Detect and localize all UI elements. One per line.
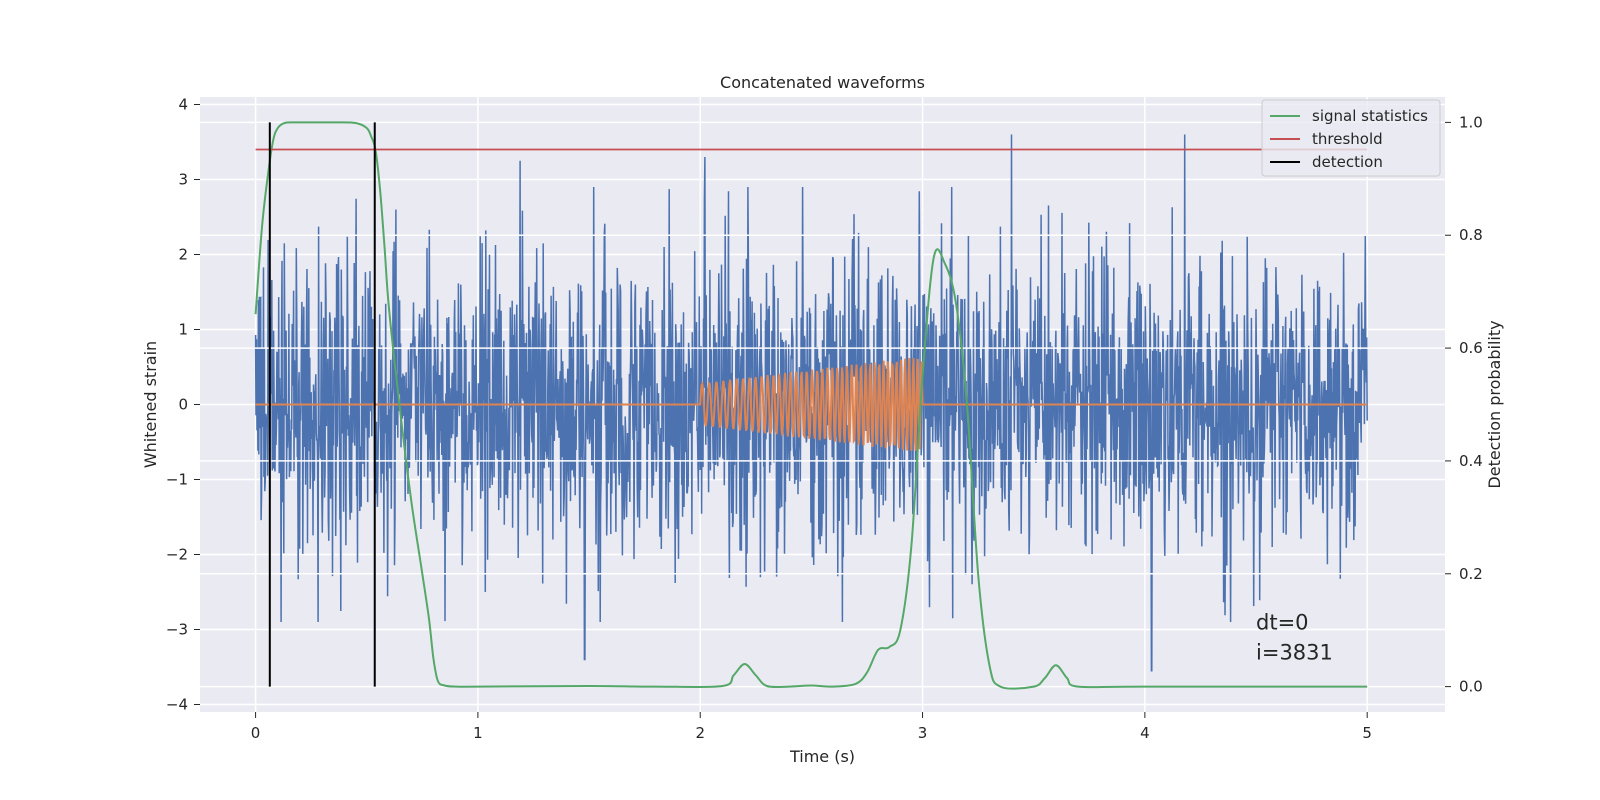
y-tick-label: 3 (178, 171, 188, 189)
series-signal-statistics (254, 121, 1368, 690)
x-tick-label: 5 (1362, 724, 1372, 742)
x-tick-label: 0 (251, 724, 261, 742)
legend: signal statistics threshold detection (1261, 99, 1441, 177)
series-detection (268, 122, 376, 687)
x-axis-label: Time (s) (789, 747, 855, 766)
legend-label-detection: detection (1312, 153, 1383, 171)
y-axis-label: Whitened strain (141, 341, 160, 468)
annotation-index: i=3831 (1256, 641, 1333, 665)
legend-label-signal-statistics: signal statistics (1312, 107, 1428, 125)
chart-title: Concatenated waveforms (720, 73, 925, 92)
y-axis-ticks: −4 −3 −2 −1 0 1 2 3 4 (166, 96, 200, 714)
x-tick-label: 1 (473, 724, 483, 742)
y-tick-label: 1 (178, 321, 188, 339)
plot-area (200, 97, 1445, 712)
annotation-dt: dt=0 (1256, 611, 1309, 635)
series-injected-waveform (255, 358, 1368, 452)
y2-tick-label: 0.2 (1459, 565, 1483, 583)
y2-axis-label: Detection probability (1485, 320, 1504, 488)
x-tick-label: 4 (1140, 724, 1150, 742)
y2-tick-label: 0.0 (1459, 678, 1483, 696)
right-axis-grid (200, 121, 1445, 688)
x-axis-ticks: 0 1 2 3 4 5 (251, 712, 1372, 742)
y2-tick-label: 1.0 (1459, 113, 1483, 131)
signal-statistics-line (254, 121, 1368, 690)
y-tick-label: 0 (178, 396, 188, 414)
injected-waveform-line (255, 358, 1368, 452)
y-tick-label: −1 (166, 471, 188, 489)
y-tick-label: −3 (166, 621, 188, 639)
legend-box (1261, 99, 1441, 177)
y-tick-label: 2 (178, 246, 188, 264)
legend-label-threshold: threshold (1312, 130, 1383, 148)
y2-tick-label: 0.4 (1459, 452, 1483, 470)
x-tick-label: 2 (695, 724, 705, 742)
y-tick-label: −4 (166, 696, 188, 714)
y-tick-label: −2 (166, 546, 188, 564)
y2-axis-ticks: 0.0 0.2 0.4 0.6 0.8 1.0 (1445, 113, 1483, 696)
y2-tick-label: 0.6 (1459, 339, 1483, 357)
x-tick-label: 3 (918, 724, 928, 742)
y-tick-label: 4 (178, 96, 188, 114)
y2-tick-label: 0.8 (1459, 226, 1483, 244)
